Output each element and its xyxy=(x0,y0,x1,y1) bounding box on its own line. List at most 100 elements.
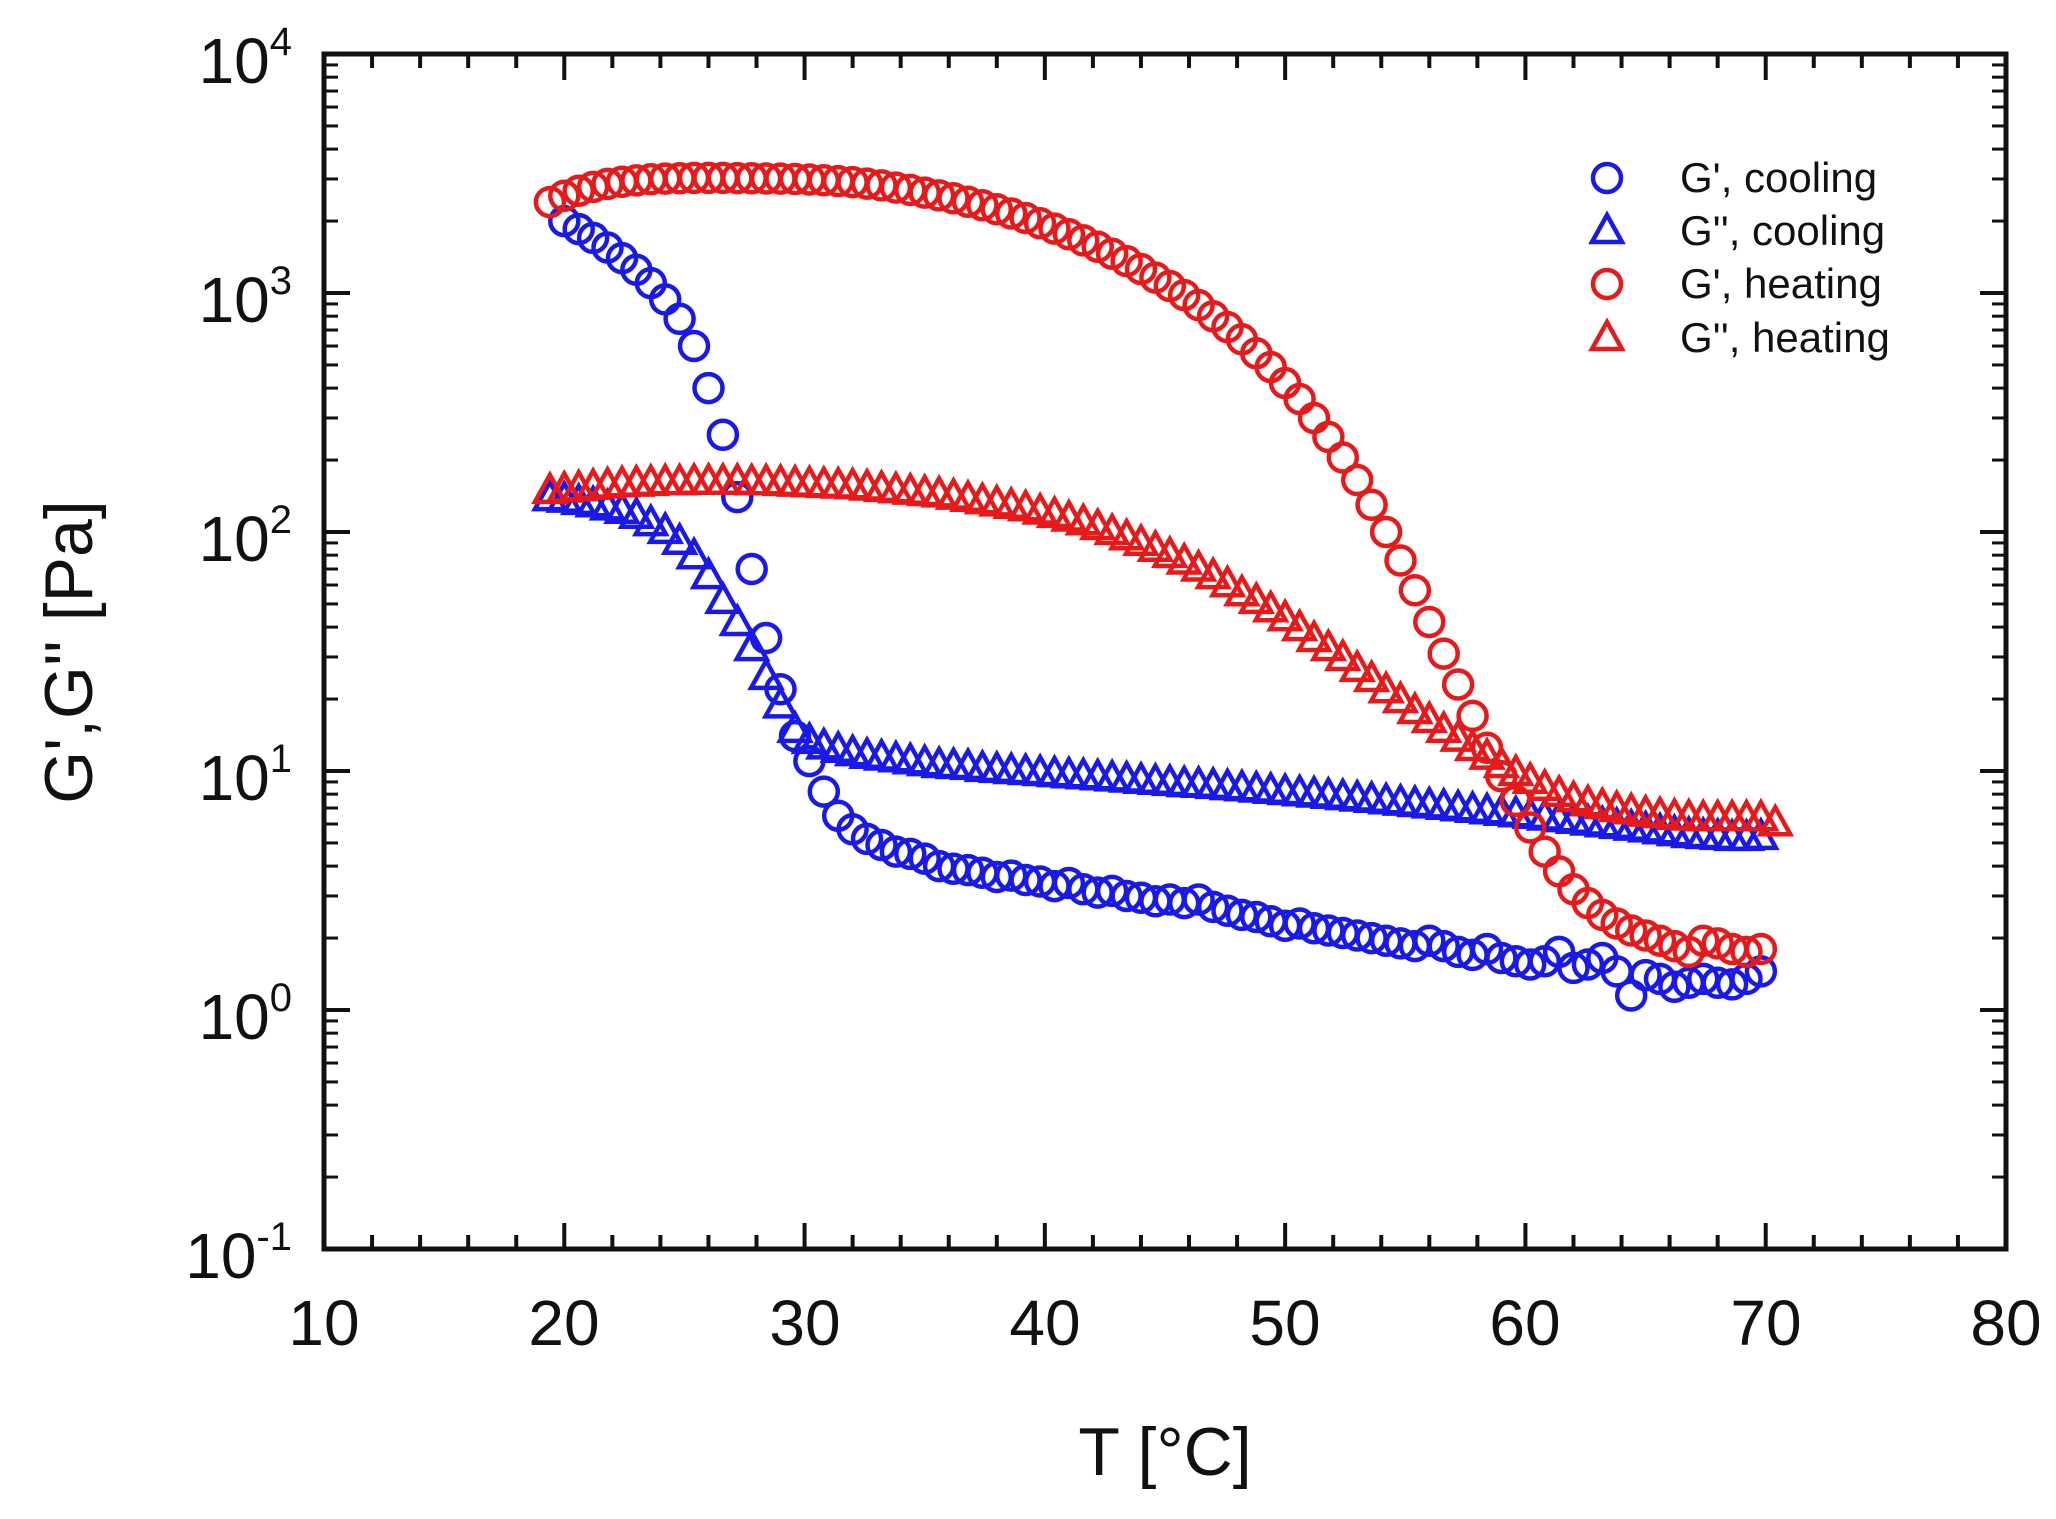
data-point xyxy=(1196,890,1230,924)
data-point xyxy=(1413,605,1446,639)
data-point xyxy=(1398,574,1432,607)
data-point xyxy=(1511,760,1550,794)
data-point xyxy=(646,510,685,545)
data-point xyxy=(692,371,725,405)
legend-marker-gprime-cooling xyxy=(1590,161,1624,195)
data-point xyxy=(675,535,713,570)
data-point xyxy=(1629,919,1662,952)
data-point xyxy=(1297,401,1331,435)
data-point xyxy=(1009,201,1042,235)
y-tick-label-1e0: 100 xyxy=(199,976,292,1053)
data-point xyxy=(1614,914,1648,947)
data-point xyxy=(1052,866,1086,900)
data-point xyxy=(1715,968,1749,1001)
data-point xyxy=(894,837,927,871)
data-point xyxy=(1136,528,1175,562)
x-tick-label-80: 80 xyxy=(1970,1287,2041,1359)
data-point xyxy=(1528,835,1561,868)
data-point xyxy=(1283,907,1316,940)
data-point xyxy=(732,627,771,662)
y-tick-label-1e3: 103 xyxy=(199,259,292,336)
data-point xyxy=(631,502,670,537)
data-point xyxy=(749,621,783,655)
data-point xyxy=(850,822,884,856)
data-point xyxy=(1730,935,1763,969)
data-point xyxy=(1756,802,1795,837)
x-tick-label-30: 30 xyxy=(769,1287,840,1359)
data-point xyxy=(1686,924,1720,957)
data-point xyxy=(1482,744,1521,779)
legend-marker-gdoubleprime-heating xyxy=(1588,317,1626,352)
data-point xyxy=(1266,597,1304,632)
data-point xyxy=(1701,927,1734,960)
data-point xyxy=(1629,958,1662,992)
data-point xyxy=(1280,607,1319,642)
data-point xyxy=(1223,572,1261,607)
x-tick-label-70: 70 xyxy=(1730,1287,1801,1359)
data-point xyxy=(1237,580,1276,615)
y-tick-label-1e1: 101 xyxy=(199,737,292,814)
legend-label-gprime-cooling: G', cooling xyxy=(1680,154,1877,201)
data-point xyxy=(951,853,985,887)
data-point xyxy=(704,580,742,615)
data-point xyxy=(1251,588,1290,623)
data-point xyxy=(1456,699,1489,733)
data-point xyxy=(1413,924,1446,957)
x-tick-label-10: 10 xyxy=(288,1287,359,1359)
data-point xyxy=(1513,948,1547,981)
data-point xyxy=(1453,727,1492,762)
data-point xyxy=(1194,555,1232,590)
y-tick-labels: 10-1 100 101 102 103 104 xyxy=(185,20,292,1292)
data-point xyxy=(1179,547,1218,582)
data-point xyxy=(951,185,985,218)
data-point xyxy=(980,193,1014,226)
data-point xyxy=(1614,979,1648,1012)
data-point xyxy=(776,709,814,744)
data-point xyxy=(1427,929,1460,963)
legend-label-gdoubleprime-heating: G'', heating xyxy=(1680,314,1890,361)
x-tick-label-40: 40 xyxy=(1009,1287,1080,1359)
y-tick-label-1e-1: 10-1 xyxy=(185,1215,292,1292)
data-point xyxy=(1525,767,1564,801)
data-point xyxy=(1122,522,1160,557)
plot-frame xyxy=(321,51,2009,1252)
data-point xyxy=(937,182,970,215)
data-point xyxy=(1208,563,1247,598)
data-point xyxy=(1338,648,1377,683)
data-point xyxy=(1165,540,1204,575)
data-point xyxy=(1381,679,1420,714)
data-point xyxy=(663,302,696,336)
data-point xyxy=(1557,951,1590,985)
data-point xyxy=(562,174,595,207)
y-axis-title: G',G'' [Pa] xyxy=(31,500,107,803)
data-point xyxy=(706,418,740,452)
legend-label-gdoubleprime-cooling: G'', cooling xyxy=(1680,207,1885,254)
data-point xyxy=(1658,970,1691,1004)
data-point xyxy=(1023,206,1057,240)
data-point xyxy=(1744,932,1778,966)
data-point xyxy=(1427,637,1460,670)
x-tick-labels: 10 20 30 40 50 60 70 80 xyxy=(288,1287,2041,1359)
data-point xyxy=(1396,690,1434,725)
data-point xyxy=(1295,618,1333,653)
data-point xyxy=(1038,212,1071,245)
data-point xyxy=(1468,735,1506,770)
data-point xyxy=(677,329,711,363)
data-point xyxy=(1352,658,1391,693)
data-point xyxy=(1424,709,1463,744)
data-point xyxy=(1439,717,1477,752)
data-point xyxy=(1095,874,1129,908)
data-point xyxy=(747,656,785,691)
series-gprime-heating xyxy=(533,161,1778,969)
data-point xyxy=(1367,669,1405,704)
data-point xyxy=(1326,441,1360,474)
y-tick-label-1e2: 102 xyxy=(199,498,292,575)
data-point xyxy=(1067,224,1100,257)
data-point xyxy=(1340,463,1374,497)
data-point xyxy=(807,775,841,808)
data-point xyxy=(1496,752,1535,787)
series-gprime-cooling xyxy=(548,204,1778,1012)
data-point xyxy=(1309,627,1348,662)
y-tick-label-1e4: 104 xyxy=(199,20,292,97)
